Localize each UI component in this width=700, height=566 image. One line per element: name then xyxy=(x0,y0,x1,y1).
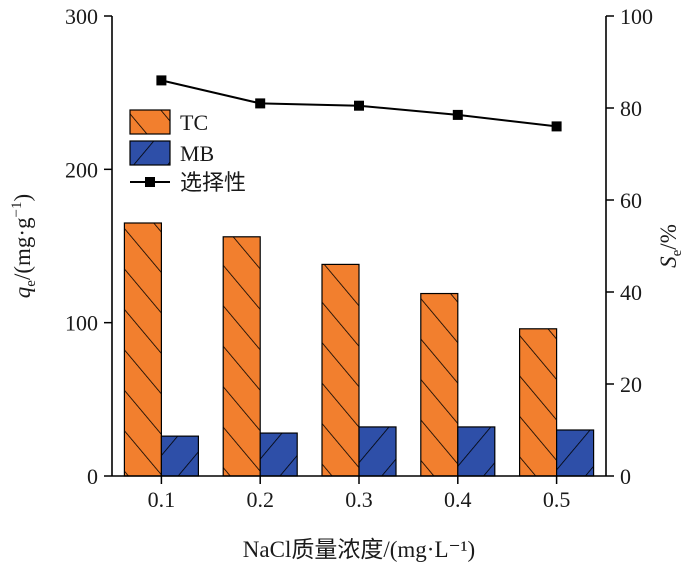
y2-axis-title-sub: e xyxy=(669,249,685,256)
y-tick-label-100: 100 xyxy=(65,311,98,336)
y2-axis-title-rest: /% xyxy=(656,224,681,250)
bar-mb-hatch-0.5 xyxy=(556,430,594,476)
bar-tc-hatch-0.3 xyxy=(322,264,359,476)
legend-label-selectivity: 选择性 xyxy=(180,170,246,195)
legend-swatch-tc-hatch xyxy=(130,110,170,134)
x-tick-label-0.2: 0.2 xyxy=(246,487,274,512)
y-axis-title-sup: −1 xyxy=(9,201,25,217)
selectivity-point-0.4 xyxy=(452,109,463,120)
selectivity-point-0.2 xyxy=(255,98,266,109)
y2-tick-label-80: 80 xyxy=(620,96,642,121)
legend-label-mb: MB xyxy=(180,141,214,166)
selectivity-line-layer xyxy=(156,75,562,132)
y-axis-title-main: q xyxy=(10,287,35,299)
legend-label-tc: TC xyxy=(180,110,208,135)
legend: TC MB 选择性 xyxy=(129,109,246,195)
y-axis-title-rest: /(mg·g xyxy=(10,217,35,280)
legend-swatch-mb-hatch xyxy=(130,141,170,165)
y2-tick-label-60: 60 xyxy=(620,188,642,213)
y-tick-label-0: 0 xyxy=(87,464,98,489)
x-tick-label-0.5: 0.5 xyxy=(543,487,571,512)
bar-mb-hatch-0.4 xyxy=(457,426,495,476)
selectivity-point-0.1 xyxy=(156,75,167,86)
ticks-layer: 0 100 200 300 0 20 40 60 80 100 0.1 0.2 0.3 0.4 0.5 xyxy=(65,4,653,512)
y-tick-label-300: 300 xyxy=(65,4,98,29)
y2-tick-label-20: 20 xyxy=(620,372,642,397)
y-axis-title: qe/(mg·g−1) xyxy=(9,194,39,298)
bar-tc-hatch-0.4 xyxy=(420,293,458,476)
bar-tc-hatch-0.1 xyxy=(124,223,162,476)
x-tick-label-0.3: 0.3 xyxy=(345,487,373,512)
selectivity-point-0.5 xyxy=(551,121,562,132)
y2-axis-title: Se/% xyxy=(656,224,685,268)
bar-tc-hatch-0.5 xyxy=(519,328,557,476)
x-tick-label-0.1: 0.1 xyxy=(148,487,176,512)
y-tick-label-200: 200 xyxy=(65,157,98,182)
bars-layer xyxy=(123,222,595,477)
x-axis-title: NaCl质量浓度/(mg·L⁻¹) xyxy=(243,537,475,562)
x-tick-label-0.4: 0.4 xyxy=(444,487,472,512)
y-axis-title-close: ) xyxy=(10,194,35,202)
bar-mb-hatch-0.2 xyxy=(260,433,298,476)
selectivity-point-0.3 xyxy=(354,100,364,111)
y2-axis-title-main: S xyxy=(656,256,681,268)
bar-mb-hatch-0.3 xyxy=(359,426,396,476)
bar-mb-hatch-0.1 xyxy=(161,436,199,476)
legend-marker-selectivity xyxy=(145,177,155,187)
y2-tick-label-0: 0 xyxy=(620,464,631,489)
bar-tc-hatch-0.2 xyxy=(223,236,261,476)
y2-tick-label-100: 100 xyxy=(620,4,653,29)
y2-tick-label-40: 40 xyxy=(620,280,642,305)
y-axis-title-sub: e xyxy=(23,280,39,287)
